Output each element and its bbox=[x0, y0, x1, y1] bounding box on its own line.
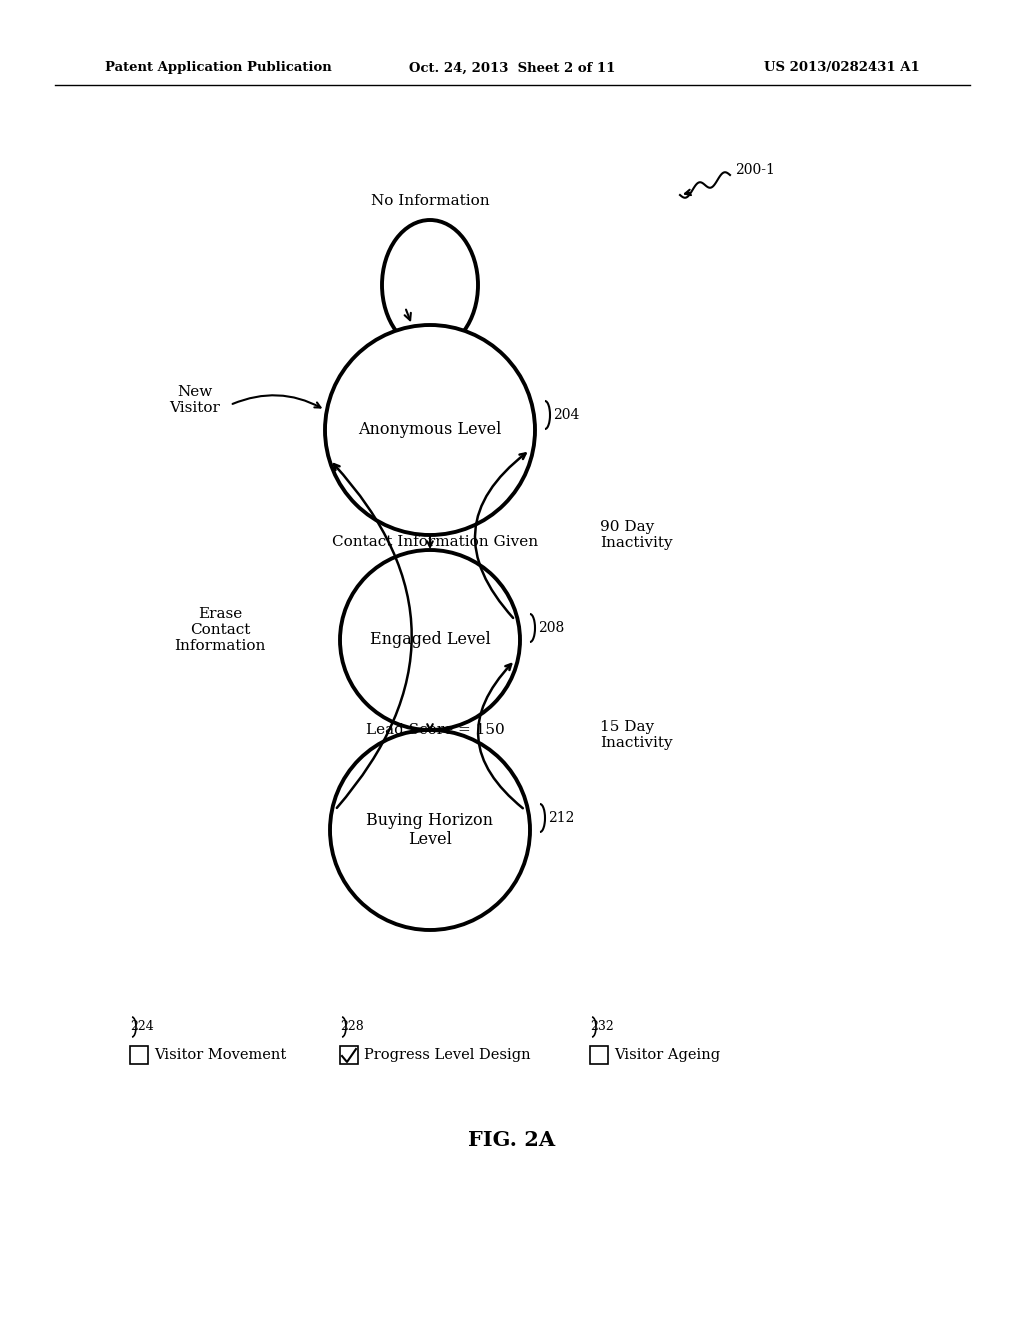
Text: 208: 208 bbox=[538, 620, 564, 635]
Text: Contact Information Given: Contact Information Given bbox=[332, 536, 538, 549]
Text: FIG. 2A: FIG. 2A bbox=[468, 1130, 556, 1150]
Text: No Information: No Information bbox=[371, 194, 489, 209]
Bar bbox=[590, 1045, 608, 1064]
Bar bbox=[340, 1045, 358, 1064]
Circle shape bbox=[340, 550, 520, 730]
Text: 200-1: 200-1 bbox=[735, 162, 775, 177]
Text: US 2013/0282431 A1: US 2013/0282431 A1 bbox=[764, 62, 920, 74]
Text: 224: 224 bbox=[130, 1020, 154, 1034]
Text: Visitor Ageing: Visitor Ageing bbox=[614, 1048, 720, 1063]
Circle shape bbox=[325, 325, 535, 535]
Text: Lead Score = 150: Lead Score = 150 bbox=[366, 723, 505, 737]
Bar bbox=[130, 1045, 148, 1064]
Text: 232: 232 bbox=[590, 1020, 613, 1034]
Text: 90 Day
Inactivity: 90 Day Inactivity bbox=[600, 520, 673, 550]
Text: Patent Application Publication: Patent Application Publication bbox=[105, 62, 332, 74]
Circle shape bbox=[330, 730, 530, 931]
Text: Progress Level Design: Progress Level Design bbox=[364, 1048, 530, 1063]
Text: Erase
Contact
Information: Erase Contact Information bbox=[174, 607, 265, 653]
Text: Buying Horizon
Level: Buying Horizon Level bbox=[367, 812, 494, 849]
Text: 204: 204 bbox=[553, 408, 580, 422]
Text: New
Visitor: New Visitor bbox=[170, 385, 220, 414]
Text: 228: 228 bbox=[340, 1020, 364, 1034]
Text: Oct. 24, 2013  Sheet 2 of 11: Oct. 24, 2013 Sheet 2 of 11 bbox=[409, 62, 615, 74]
Text: Visitor Movement: Visitor Movement bbox=[154, 1048, 287, 1063]
Text: 212: 212 bbox=[548, 810, 574, 825]
Ellipse shape bbox=[382, 220, 478, 350]
Text: Anonymous Level: Anonymous Level bbox=[358, 421, 502, 438]
Text: 15 Day
Inactivity: 15 Day Inactivity bbox=[600, 719, 673, 750]
Text: Engaged Level: Engaged Level bbox=[370, 631, 490, 648]
